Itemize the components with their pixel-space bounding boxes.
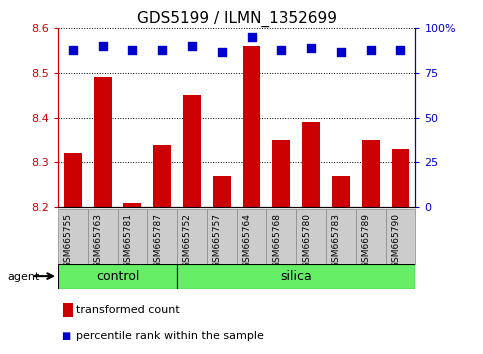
Bar <box>356 209 385 264</box>
Bar <box>332 176 350 207</box>
Point <box>367 47 375 53</box>
Point <box>188 44 196 49</box>
Point <box>99 44 107 49</box>
Bar <box>88 209 117 264</box>
Bar <box>237 209 267 264</box>
Bar <box>326 209 356 264</box>
Point <box>278 47 285 53</box>
Point <box>69 47 77 53</box>
Bar <box>183 95 201 207</box>
Point <box>128 47 136 53</box>
Text: percentile rank within the sample: percentile rank within the sample <box>76 331 264 341</box>
Bar <box>242 46 260 207</box>
Text: transformed count: transformed count <box>76 305 180 315</box>
Text: GSM665764: GSM665764 <box>242 213 252 268</box>
Bar <box>147 209 177 264</box>
Point <box>337 49 345 55</box>
Text: GSM665763: GSM665763 <box>94 213 103 268</box>
Bar <box>58 209 88 264</box>
Bar <box>124 202 142 207</box>
Bar <box>153 144 171 207</box>
Text: GSM665752: GSM665752 <box>183 213 192 268</box>
Text: GSM665790: GSM665790 <box>392 213 400 268</box>
Title: GDS5199 / ILMN_1352699: GDS5199 / ILMN_1352699 <box>137 11 337 27</box>
Text: GSM665757: GSM665757 <box>213 213 222 268</box>
Text: agent: agent <box>7 272 40 282</box>
Bar <box>267 209 296 264</box>
Bar <box>177 264 415 289</box>
Point <box>307 45 315 51</box>
Bar <box>272 140 290 207</box>
Point <box>248 34 256 40</box>
Bar <box>392 149 410 207</box>
Bar <box>177 209 207 264</box>
Bar <box>385 209 415 264</box>
Bar <box>58 264 177 289</box>
Text: silica: silica <box>280 270 312 282</box>
Bar <box>362 140 380 207</box>
Text: GSM665783: GSM665783 <box>332 213 341 268</box>
Text: GSM665768: GSM665768 <box>272 213 282 268</box>
Bar <box>117 209 147 264</box>
Text: control: control <box>96 270 139 282</box>
Text: GSM665755: GSM665755 <box>64 213 73 268</box>
Bar <box>207 209 237 264</box>
Text: GSM665780: GSM665780 <box>302 213 311 268</box>
Text: GSM665787: GSM665787 <box>153 213 162 268</box>
Text: ■: ■ <box>61 331 71 341</box>
Bar <box>296 209 326 264</box>
Point <box>158 47 166 53</box>
Bar <box>64 153 82 207</box>
Text: GSM665781: GSM665781 <box>124 213 132 268</box>
Bar <box>94 78 112 207</box>
Text: GSM665789: GSM665789 <box>362 213 371 268</box>
Bar <box>302 122 320 207</box>
Point <box>218 49 226 55</box>
Point <box>397 47 404 53</box>
Bar <box>213 176 231 207</box>
